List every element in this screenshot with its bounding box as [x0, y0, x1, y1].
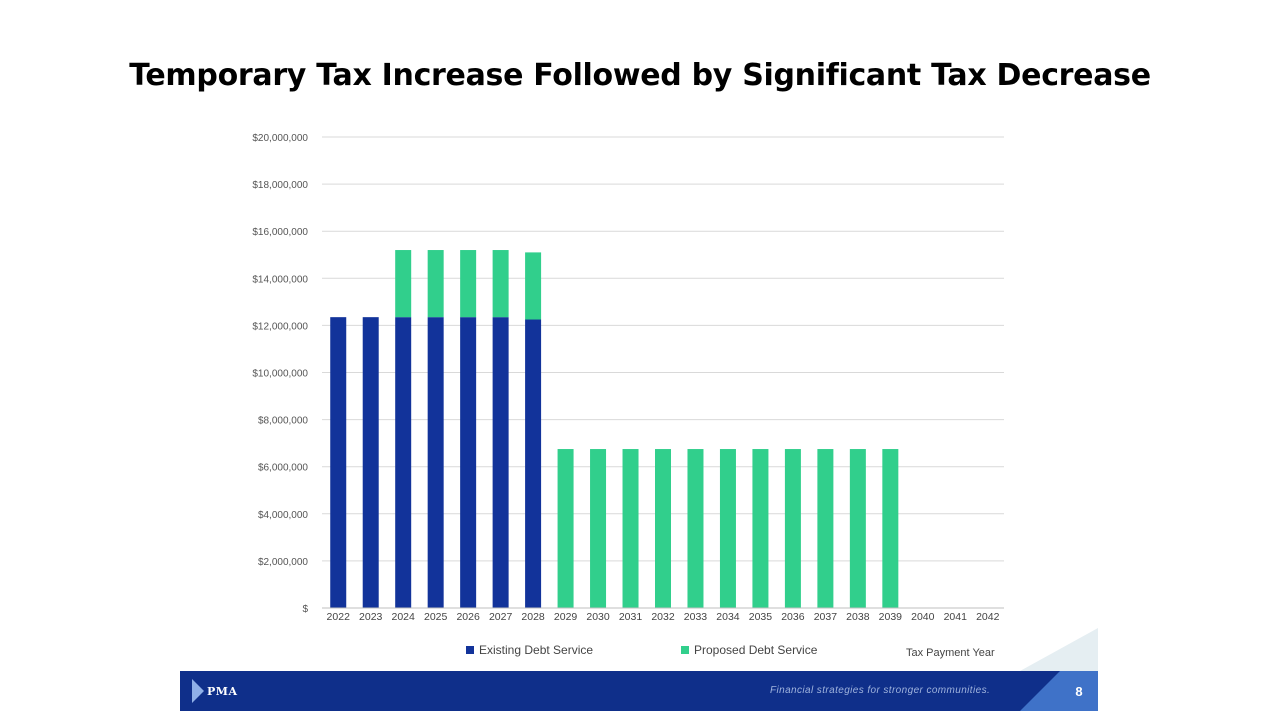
x-tick-label: 2028	[521, 611, 545, 623]
bar-proposed	[784, 449, 801, 608]
bar-existing	[330, 317, 347, 608]
pma-logo: PMA	[192, 678, 237, 704]
x-tick-label: 2026	[456, 611, 480, 623]
x-axis-title: Tax Payment Year	[906, 647, 995, 659]
pma-logo-mark-icon	[192, 679, 204, 703]
legend-swatch-proposed	[681, 646, 689, 654]
bar-proposed	[817, 449, 834, 608]
bar-proposed	[492, 250, 509, 318]
bar-proposed	[557, 449, 574, 608]
y-tick-label: $16,000,000	[252, 227, 308, 238]
x-tick-label: 2024	[392, 611, 416, 623]
x-tick-label: 2033	[684, 611, 708, 623]
x-tick-label: 2035	[749, 611, 773, 623]
bar-proposed	[719, 449, 736, 608]
x-tick-label: 2040	[911, 611, 935, 623]
page-number: 8	[1060, 671, 1098, 711]
bar-existing	[460, 317, 477, 608]
slide-title: Temporary Tax Increase Followed by Signi…	[129, 58, 1151, 93]
bar-existing	[395, 317, 412, 608]
x-tick-label: 2027	[489, 611, 513, 623]
bar-proposed	[687, 449, 704, 608]
y-tick-label: $4,000,000	[258, 510, 308, 521]
x-tick-label: 2022	[327, 611, 351, 623]
x-tick-label: 2030	[586, 611, 610, 623]
y-tick-label: $18,000,000	[252, 180, 308, 191]
y-tick-label: $	[302, 604, 308, 615]
x-tick-label: 2029	[554, 611, 578, 623]
footer-band	[180, 671, 1098, 711]
x-tick-label: 2023	[359, 611, 383, 623]
x-tick-label: 2042	[976, 611, 1000, 623]
x-tick-label: 2025	[424, 611, 448, 623]
bar-existing	[427, 317, 444, 608]
pma-logo-text: PMA	[207, 684, 238, 698]
x-tick-label: 2031	[619, 611, 643, 623]
x-tick-label: 2036	[781, 611, 805, 623]
page-number-decor	[1020, 671, 1060, 711]
bar-existing	[525, 319, 542, 608]
y-tick-label: $14,000,000	[252, 274, 308, 285]
bar-proposed	[622, 449, 639, 608]
legend-item-existing: Existing Debt Service	[466, 642, 593, 658]
bar-existing	[492, 317, 509, 608]
bar-proposed	[752, 449, 769, 608]
bar-proposed	[849, 449, 866, 608]
bar-proposed	[427, 250, 444, 318]
legend-label-proposed: Proposed Debt Service	[694, 643, 818, 657]
bar-existing	[362, 317, 379, 608]
x-tick-label: 2038	[846, 611, 870, 623]
footer-decor-triangle	[1020, 628, 1098, 671]
legend-label-existing: Existing Debt Service	[479, 643, 594, 657]
x-tick-label: 2034	[716, 611, 740, 623]
y-tick-label: $10,000,000	[252, 369, 308, 380]
y-tick-label: $6,000,000	[258, 463, 308, 474]
x-tick-label: 2039	[879, 611, 903, 623]
bar-proposed	[655, 449, 671, 608]
bar-proposed	[882, 449, 899, 608]
x-tick-label: 2032	[651, 611, 675, 623]
y-tick-label: $8,000,000	[258, 416, 308, 427]
x-tick-label: 2037	[814, 611, 838, 623]
bar-proposed	[525, 252, 542, 320]
y-tick-label: $20,000,000	[252, 133, 308, 144]
legend-swatch-existing	[466, 646, 474, 654]
legend-item-proposed: Proposed Debt Service	[681, 642, 817, 658]
bar-proposed	[460, 250, 477, 318]
y-tick-label: $12,000,000	[252, 321, 308, 332]
y-tick-label: $2,000,000	[258, 557, 308, 568]
x-tick-label: 2041	[944, 611, 968, 623]
bar-proposed	[395, 250, 412, 318]
footer-tagline: Financial strategies for stronger commun…	[770, 685, 991, 696]
bar-proposed	[590, 449, 607, 608]
